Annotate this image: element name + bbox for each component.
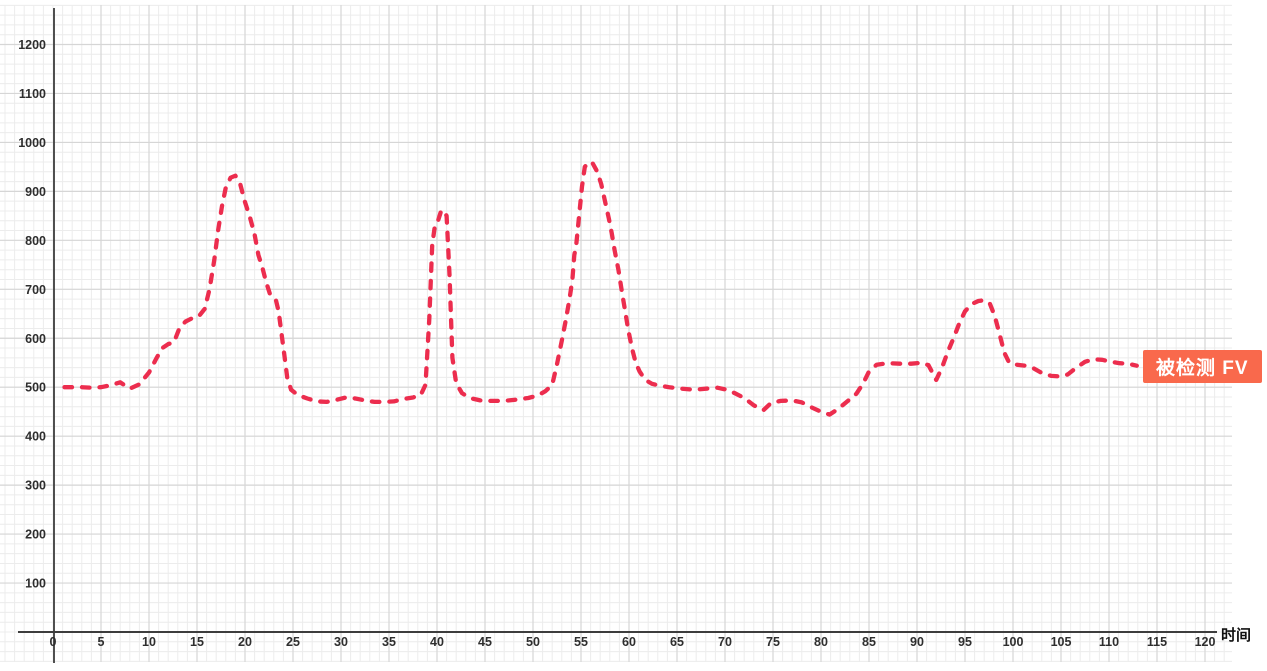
x-tick-label: 65 [670,635,684,649]
x-tick-label: 55 [574,635,588,649]
x-tick-label: 60 [622,635,636,649]
x-tick-label: 100 [1003,635,1024,649]
x-tick-label: 115 [1147,635,1167,649]
x-tick-label: 75 [766,635,780,649]
x-tick-label: 25 [286,635,300,649]
x-tick-label: 85 [862,635,876,649]
y-tick-label: 1000 [18,136,46,150]
x-tick-label: 50 [526,635,540,649]
x-tick-label: 120 [1195,635,1216,649]
x-tick-label: 15 [190,635,204,649]
x-tick-label: 20 [238,635,252,649]
x-tick-label: 110 [1099,635,1119,649]
y-tick-label: 1100 [19,87,46,101]
y-tick-label: 800 [25,234,46,248]
x-tick-label: 5 [98,635,105,649]
x-tick-label: 70 [718,635,732,649]
y-tick-label: 600 [25,332,46,346]
y-tick-label: 500 [25,381,46,395]
x-tick-label: 10 [142,635,156,649]
y-tick-label: 700 [25,283,46,297]
x-axis-title: 时间 [1221,627,1252,644]
x-tick-label: 45 [478,635,492,649]
y-tick-label: 400 [25,430,46,444]
x-tick-label: 40 [430,635,444,649]
series-label-badge: 被检测 FV [1143,350,1262,383]
y-tick-label: 100 [25,577,46,591]
y-tick-label: 300 [25,479,46,493]
x-tick-label: 30 [334,635,348,649]
y-tick-label: 900 [25,185,46,199]
x-tick-label: 95 [958,635,972,649]
x-tick-label: 80 [814,635,828,649]
x-tick-label: 35 [382,635,396,649]
y-tick-label: 200 [25,528,46,542]
x-tick-label: 90 [910,635,924,649]
data-series-line [62,159,1139,417]
y-tick-label: 1200 [18,38,46,52]
x-tick-label: 105 [1051,635,1072,649]
x-tick-label: 0 [50,635,57,649]
